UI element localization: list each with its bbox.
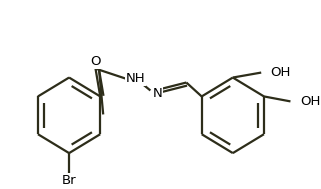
Text: O: O (90, 55, 101, 68)
Text: Br: Br (62, 174, 76, 187)
Text: NH: NH (126, 72, 145, 85)
Text: N: N (152, 87, 162, 100)
Text: OH: OH (271, 66, 291, 79)
Text: OH: OH (300, 95, 320, 108)
